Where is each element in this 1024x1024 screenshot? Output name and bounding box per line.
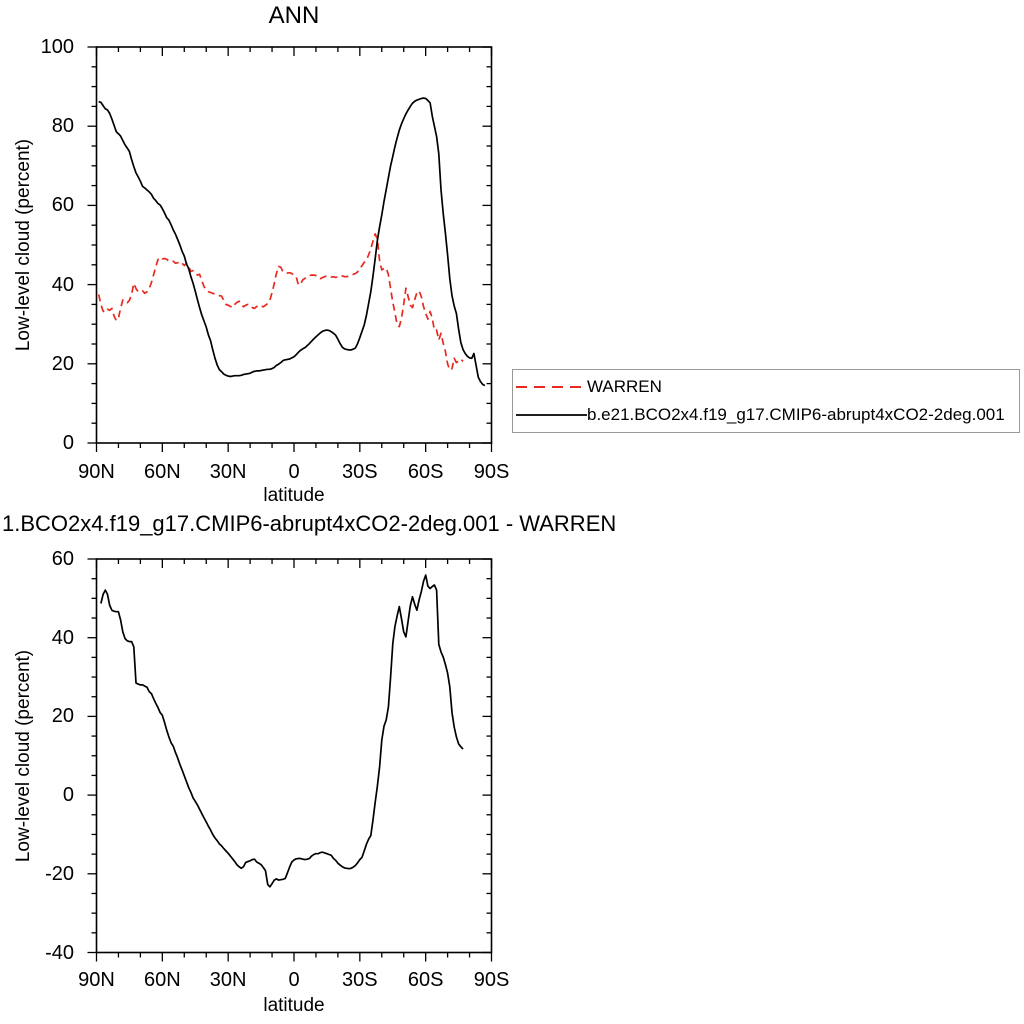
x-tick-label: 90S	[473, 969, 510, 991]
x-tick-label: 30S	[342, 969, 378, 991]
y-tick-label: 0	[62, 432, 74, 454]
x-tick-label: 90N	[78, 969, 115, 991]
y-tick-label: 40	[51, 626, 74, 649]
x-tick-label: 30N	[209, 461, 247, 483]
y-tick-label: 40	[51, 273, 74, 296]
x-tick-label: 90S	[473, 461, 510, 483]
legend-label-warren: WARREN	[587, 377, 662, 396]
x-tick-label: 90N	[78, 461, 115, 483]
series-line-warren	[97, 233, 464, 371]
x-tick-label: 60N	[143, 461, 181, 483]
bottom-chart-x-axis-label: latitude	[263, 995, 325, 1016]
legend-entry-warren: WARREN	[516, 373, 1019, 401]
x-tick-label: 60S	[407, 461, 444, 483]
bottom-chart-y-axis-label: Low-level cloud (percent)	[13, 649, 34, 863]
legend-line-solid-icon	[516, 414, 587, 416]
top-chart-y-axis-label: Low-level cloud (percent)	[13, 138, 34, 352]
x-tick-label: 0	[288, 461, 300, 483]
y-tick-label: 60	[51, 194, 74, 217]
series-line-model	[98, 97, 486, 387]
top-chart-title: ANN	[268, 2, 320, 29]
series-line-difference	[100, 574, 464, 888]
legend-line-dashed-icon	[516, 386, 587, 388]
x-tick-label: 30S	[342, 461, 378, 483]
x-tick-label: 30N	[209, 969, 247, 991]
legend-box: WARREN b.e21.BCO2x4.f19_g17.CMIP6-abrupt…	[512, 369, 1020, 433]
y-tick-label: 100	[40, 36, 74, 58]
x-tick-label: 60S	[407, 969, 444, 991]
x-tick-label: 60N	[143, 969, 181, 991]
top-chart-x-axis-label: latitude	[263, 485, 325, 506]
y-tick-label: 20	[51, 705, 74, 728]
y-tick-label: -40	[45, 941, 74, 964]
y-tick-label: 80	[51, 115, 74, 138]
x-tick-label: 0	[288, 969, 300, 991]
y-tick-label: -20	[45, 862, 74, 885]
legend-label-model: b.e21.BCO2x4.f19_g17.CMIP6-abrupt4xCO2-2…	[587, 405, 1005, 424]
legend-entry-model: b.e21.BCO2x4.f19_g17.CMIP6-abrupt4xCO2-2…	[516, 401, 1019, 429]
y-tick-label: 0	[62, 784, 74, 807]
bottom-chart-title: 1.BCO2x4.f19_g17.CMIP6-abrupt4xCO2-2deg.…	[2, 511, 617, 536]
y-tick-label: 20	[51, 352, 74, 375]
y-tick-label: 60	[51, 548, 74, 570]
